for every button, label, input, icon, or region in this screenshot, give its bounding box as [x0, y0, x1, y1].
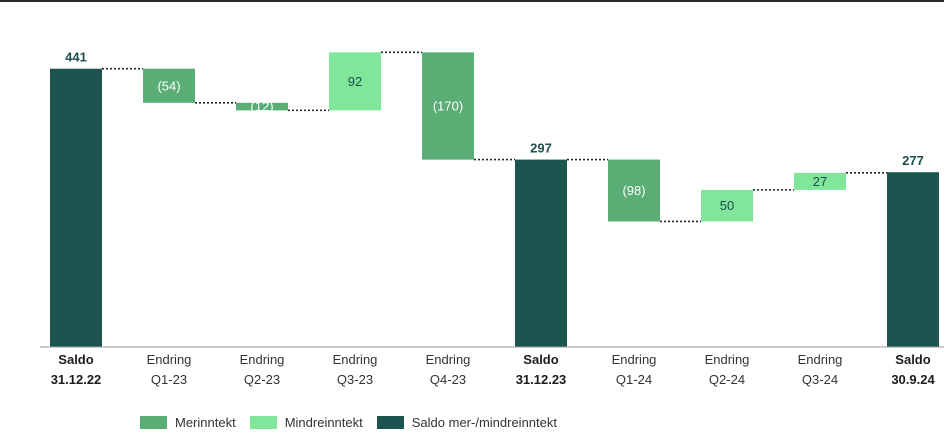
- legend-item-saldo: Saldo mer-/mindreinntekt: [376, 414, 557, 430]
- data-label: 92: [348, 74, 362, 89]
- legend-swatch-merinntekt: [140, 415, 167, 429]
- bar-7: [608, 159, 660, 222]
- x-tick-label: Endring Q3-24: [798, 352, 843, 387]
- data-label: 50: [720, 198, 734, 213]
- x-tick-label: Saldo 31.12.23: [516, 352, 567, 387]
- data-label: (12): [250, 99, 273, 114]
- bar-5: [422, 52, 474, 160]
- data-label: 277: [902, 153, 924, 168]
- x-tick-label: Endring Q1-24: [612, 352, 657, 387]
- bar-1: [50, 68, 102, 347]
- data-label: (98): [622, 183, 645, 198]
- data-label: 297: [530, 141, 552, 156]
- bar-9: [794, 172, 846, 190]
- data-label: 27: [813, 174, 827, 189]
- x-tick-label: Endring Q4-23: [426, 352, 471, 387]
- data-label: (170): [433, 98, 463, 113]
- x-tick-label: Endring Q3-23: [333, 352, 378, 387]
- bar-8: [701, 189, 753, 222]
- x-tick-label: Endring Q2-24: [705, 352, 750, 387]
- x-tick-label: Endring Q1-23: [147, 352, 192, 387]
- data-label: (54): [157, 78, 180, 93]
- bar-10: [887, 172, 939, 347]
- bar-3: [236, 102, 288, 111]
- x-tick-label: Saldo 30.9.24: [891, 352, 935, 387]
- legend-label-mindreinntekt: Mindreinntekt: [284, 414, 363, 430]
- legend-swatch-mindreinntekt: [249, 415, 277, 429]
- x-tick-label: Endring Q2-23: [240, 352, 285, 387]
- bar-6: [515, 159, 567, 347]
- legend-label-merinntekt: Merinntekt: [175, 414, 236, 430]
- bar-4: [329, 52, 381, 111]
- legend-label-saldo: Saldo mer-/mindreinntekt: [411, 414, 557, 430]
- waterfall-chart: 441 (54) (12) 92 (170) 297 (98) 50 27 277 Saldo 31.…: [40, 50, 944, 387]
- legend-swatch-saldo: [376, 415, 404, 429]
- top-border: [0, 0, 944, 2]
- data-label: 441: [65, 50, 87, 65]
- legend: Merinntekt Mindreinntekt Saldo mer-/mind…: [140, 412, 571, 432]
- legend-item-mindreinntekt: Mindreinntekt: [249, 414, 363, 430]
- legend-item-merinntekt: Merinntekt: [140, 415, 236, 430]
- x-tick-label: Saldo 31.12.22: [51, 352, 102, 387]
- bar-2: [143, 68, 195, 103]
